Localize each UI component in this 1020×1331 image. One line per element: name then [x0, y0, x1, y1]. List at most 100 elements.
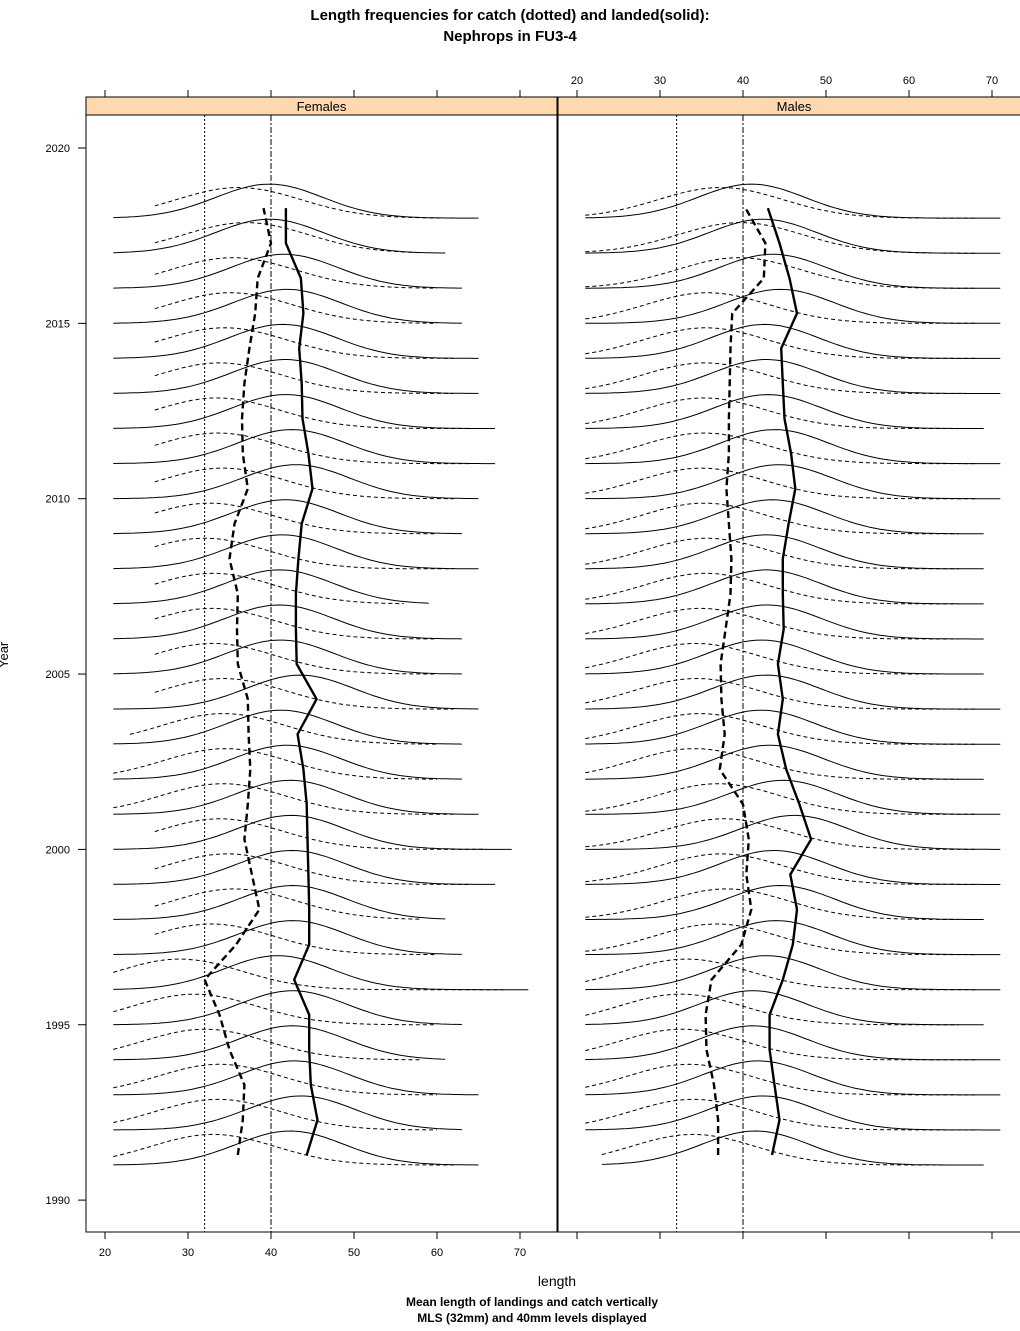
landed-curve-2014 — [113, 323, 479, 359]
landed-curve-1997 — [113, 920, 462, 955]
landed-curve-2012 — [113, 394, 496, 429]
landed-curve-1993 — [585, 1060, 1001, 1096]
landed-curve-2018 — [585, 183, 1001, 219]
catch-curve-1993 — [113, 1063, 437, 1096]
landed-curve-2002 — [113, 744, 462, 780]
mean-catch-line — [704, 207, 767, 1155]
landed-curve-2007 — [113, 569, 429, 605]
catch-curve-1991 — [113, 1133, 454, 1166]
landed-curve-2007 — [585, 569, 984, 605]
catch-curve-1992 — [113, 1098, 437, 1131]
landed-curve-2006 — [113, 604, 462, 640]
landed-curve-2017 — [113, 218, 446, 254]
catch-curve-2006 — [154, 607, 437, 640]
catch-curve-2012 — [154, 397, 471, 430]
catch-curve-1992 — [585, 1098, 976, 1131]
landed-curve-2001 — [113, 779, 479, 815]
catch-curve-2001 — [585, 783, 976, 815]
landed-curve-1993 — [113, 1060, 479, 1096]
panel-frame — [85, 114, 558, 1233]
landed-curve-2015 — [113, 288, 462, 324]
landed-curve-1991 — [113, 1130, 479, 1166]
catch-curve-2013 — [585, 362, 976, 394]
mean-landed-line — [766, 207, 813, 1156]
landed-curve-1999 — [585, 850, 1001, 885]
landed-curve-2005 — [585, 639, 984, 675]
catch-curve-2015 — [585, 292, 976, 324]
catch-curve-2009 — [585, 502, 959, 535]
catch-curve-2000 — [154, 818, 487, 850]
landed-curve-2002 — [585, 744, 984, 780]
catch-curve-2017 — [154, 222, 421, 254]
landed-curve-2000 — [113, 814, 512, 850]
panel-frame — [557, 114, 1020, 1233]
x-tick-label-top: 40 — [737, 75, 749, 87]
landed-curve-1992 — [585, 1095, 1001, 1131]
catch-curve-2011 — [154, 432, 471, 465]
catch-curve-2016 — [154, 257, 437, 289]
catch-curve-1997 — [585, 923, 976, 956]
landed-curve-2006 — [585, 604, 984, 640]
catch-curve-2010 — [154, 467, 454, 500]
landed-curve-2010 — [113, 464, 479, 500]
x-tick-label-top: 20 — [571, 75, 583, 87]
caption-line-2: MLS (32mm) and 40mm levels displayed — [417, 1311, 647, 1325]
x-tick-label-bottom: 60 — [431, 1247, 443, 1259]
catch-curve-2015 — [154, 292, 437, 324]
landed-curve-1995 — [585, 990, 984, 1026]
y-tick-label: 2010 — [46, 494, 70, 506]
y-tick-label: 2005 — [46, 669, 70, 681]
y-tick-label: 2020 — [46, 143, 70, 155]
x-tick-label-bottom: 30 — [182, 1247, 194, 1259]
catch-curve-2013 — [154, 362, 454, 394]
landed-curve-2018 — [113, 183, 479, 219]
catch-curve-2018 — [585, 187, 976, 219]
y-tick-label: 1995 — [46, 1020, 70, 1032]
catch-curve-2007 — [585, 572, 959, 605]
catch-curve-2000 — [585, 818, 976, 850]
catch-curve-1993 — [585, 1063, 976, 1096]
catch-curve-2010 — [585, 467, 976, 500]
y-tick-label: 2000 — [46, 844, 70, 856]
catch-curve-2002 — [113, 748, 438, 780]
catch-curve-2008 — [585, 537, 959, 570]
landed-curve-2005 — [113, 639, 462, 675]
catch-curve-2014 — [154, 327, 454, 359]
landed-curve-1991 — [601, 1130, 984, 1166]
landed-curve-1994 — [113, 1025, 446, 1061]
panel-strip-label: Males — [777, 99, 812, 114]
chart-subtitle: Nephrops in FU3-4 — [443, 28, 577, 45]
landed-curve-1994 — [585, 1025, 1001, 1061]
landed-curve-2013 — [113, 359, 479, 394]
catch-curve-2006 — [585, 607, 959, 640]
caption-line-1: Mean length of landings and catch vertic… — [405, 1295, 659, 1309]
catch-curve-1995 — [585, 993, 959, 1026]
catch-curve-2003 — [585, 713, 976, 745]
landed-curve-2009 — [113, 499, 462, 535]
catch-curve-2004 — [585, 677, 976, 710]
x-axis-label: length — [537, 1273, 577, 1289]
y-tick-label: 1990 — [46, 1195, 70, 1207]
y-axis-label: Year — [0, 641, 11, 668]
landed-curve-2001 — [585, 779, 1001, 815]
catch-curve-2007 — [154, 572, 404, 605]
landed-curve-2017 — [585, 218, 1001, 254]
landed-curve-1996 — [585, 955, 1001, 991]
landed-curve-1998 — [585, 884, 984, 920]
landed-curve-1998 — [113, 884, 446, 920]
landed-curve-2008 — [113, 534, 479, 570]
catch-curve-2014 — [585, 327, 976, 359]
landed-curve-2016 — [585, 253, 1001, 289]
catch-curve-1991 — [601, 1133, 959, 1166]
catch-curve-1999 — [585, 853, 976, 885]
catch-curve-2017 — [585, 222, 976, 254]
catch-curve-2012 — [585, 397, 959, 430]
chart-title: Length frequencies for catch (dotted) an… — [310, 7, 710, 24]
catch-curve-2002 — [585, 748, 959, 780]
x-tick-label-top: 60 — [903, 75, 915, 87]
x-tick-label-bottom: 50 — [348, 1247, 360, 1259]
catch-curve-1998 — [585, 888, 959, 920]
x-tick-label-bottom: 20 — [99, 1247, 111, 1259]
catch-curve-2008 — [154, 537, 454, 570]
